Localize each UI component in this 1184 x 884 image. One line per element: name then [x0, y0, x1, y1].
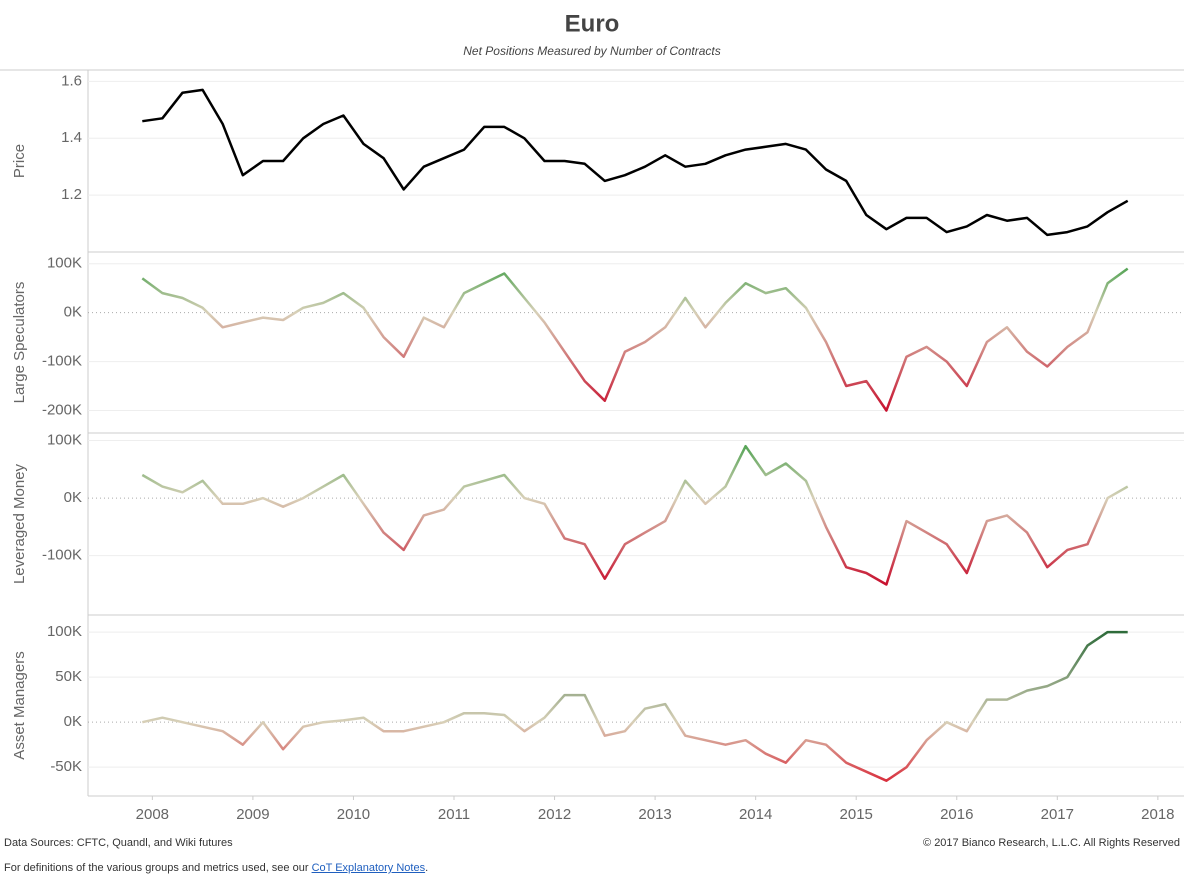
series-line: [142, 630, 1128, 782]
series-line: [141, 267, 1129, 412]
series-line: [141, 444, 1129, 586]
x-tick-label: 2014: [739, 806, 772, 823]
y-tick-label: -100K: [42, 353, 82, 370]
chart-subtitle: Net Positions Measured by Number of Cont…: [463, 44, 720, 58]
y-tick-label: 1.6: [61, 72, 82, 89]
series-line: [142, 88, 1129, 237]
x-tick-label: 2018: [1141, 806, 1174, 823]
x-tick-label: 2012: [538, 806, 571, 823]
y-axis-label: Large Speculators: [11, 282, 28, 404]
y-tick-label: 100K: [47, 255, 82, 272]
y-axis-label: Leveraged Money: [11, 463, 28, 584]
y-tick-label: 0K: [64, 713, 82, 730]
note-text: For definitions of the various groups an…: [4, 862, 309, 874]
y-tick-label: 0K: [64, 304, 82, 321]
y-tick-label: 1.2: [61, 186, 82, 203]
y-tick-label: -50K: [50, 758, 82, 775]
y-axis-label: Price: [11, 144, 28, 178]
chart-title: Euro: [565, 10, 620, 37]
y-tick-label: -200K: [42, 401, 82, 418]
notes-link[interactable]: CoT Explanatory Notes: [311, 862, 426, 874]
x-tick-label: 2015: [840, 806, 873, 823]
x-tick-label: 2010: [337, 806, 370, 823]
y-tick-label: 100K: [47, 431, 82, 448]
note-end: .: [425, 862, 429, 874]
x-tick-label: 2009: [236, 806, 269, 823]
y-tick-label: 0K: [64, 489, 82, 506]
x-tick-label: 2013: [638, 806, 671, 823]
x-tick-label: 2008: [136, 806, 169, 823]
x-tick-label: 2016: [940, 806, 973, 823]
x-tick-label: 2011: [438, 806, 470, 823]
y-axis-label: Asset Managers: [11, 651, 28, 759]
copyright: © 2017 Bianco Research, L.L.C. All Right…: [923, 837, 1180, 849]
note: For definitions of the various groups an…: [4, 862, 428, 874]
y-tick-label: 100K: [47, 623, 82, 640]
y-tick-label: 50K: [55, 668, 82, 685]
x-tick-label: 2017: [1041, 806, 1074, 823]
y-tick-label: 1.4: [61, 129, 82, 146]
y-tick-label: -100K: [42, 547, 82, 564]
sources: Data Sources: CFTC, Quandl, and Wiki fut…: [4, 837, 233, 849]
